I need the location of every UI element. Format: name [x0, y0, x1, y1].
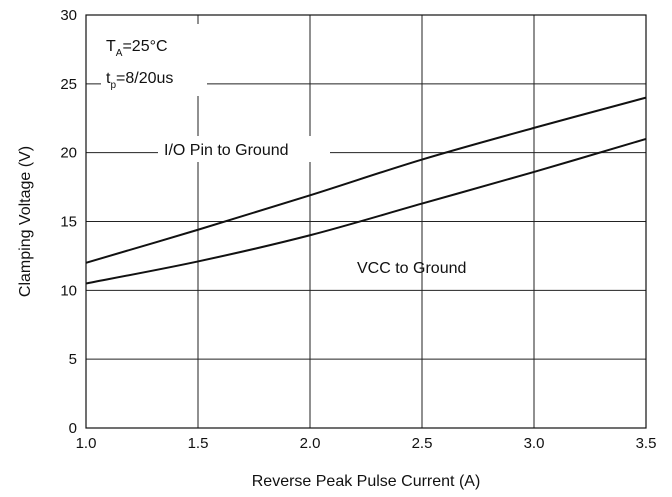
grid-lines [86, 15, 646, 428]
y-axis-label: Clamping Voltage (V) [17, 146, 34, 297]
pulse-annotation: tp=8/20us [106, 70, 173, 91]
tick-labels: 1.0 1.5 2.0 2.5 3.0 3.5 0 5 10 15 20 25 30 [60, 7, 656, 452]
x-tick-label: 2.0 [300, 435, 321, 452]
data-series [85, 96, 647, 285]
x-tick-label: 1.5 [188, 435, 209, 452]
x-tick-label: 1.0 [76, 435, 97, 452]
plot-frame [85, 14, 647, 429]
label-backgrounds [101, 24, 330, 162]
x-tick-label: 2.5 [412, 435, 433, 452]
annotation-background [158, 136, 330, 162]
y-tick-label: 20 [60, 145, 77, 162]
y-tick-label: 10 [60, 282, 77, 299]
temperature-annotation: TA=25°C [106, 38, 168, 59]
annotation-background [101, 24, 207, 96]
y-tick-label: 30 [60, 7, 77, 24]
io-series-label: I/O Pin to Ground [164, 142, 289, 159]
y-tick-label: 5 [69, 351, 77, 368]
y-tick-label: 25 [60, 76, 77, 93]
vcc-series-label: VCC to Ground [357, 260, 466, 277]
x-axis-label: Reverse Peak Pulse Current (A) [252, 473, 481, 490]
io-pin-to-ground-line [85, 96, 647, 264]
vcc-to-ground-line [85, 137, 647, 285]
x-tick-label: 3.0 [524, 435, 545, 452]
y-tick-label: 15 [60, 214, 77, 231]
y-tick-label: 0 [69, 420, 77, 437]
x-tick-label: 3.5 [636, 435, 657, 452]
